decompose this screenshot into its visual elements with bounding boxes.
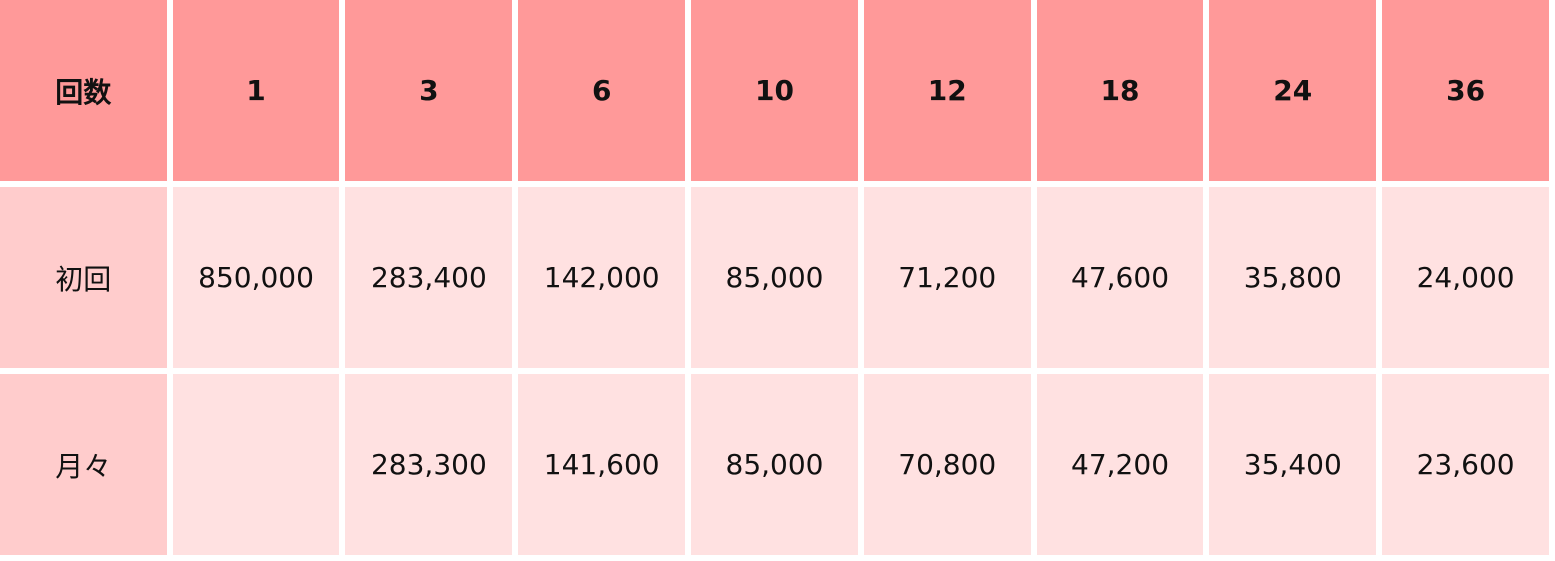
table-cell <box>172 374 340 555</box>
table-cell: 85,000 <box>691 374 858 555</box>
table-row: 初回 850,000 283,400 142,000 85,000 71,200 47,60… <box>0 187 1549 368</box>
header-cell: 3 <box>345 0 513 181</box>
header-cell: 12 <box>863 0 1031 181</box>
table-cell: 70,800 <box>863 374 1031 555</box>
table-cell: 85,000 <box>691 187 858 368</box>
header-cell: 18 <box>1036 0 1204 181</box>
header-cell: 24 <box>1209 0 1377 181</box>
table-cell: 283,300 <box>345 374 513 555</box>
table-cell: 23,600 <box>1382 374 1549 555</box>
table-cell: 850,000 <box>172 187 340 368</box>
table-cell: 142,000 <box>518 187 686 368</box>
table-cell: 141,600 <box>518 374 686 555</box>
table-cell: 283,400 <box>345 187 513 368</box>
table-cell: 71,200 <box>863 187 1031 368</box>
table-cell: 47,200 <box>1036 374 1204 555</box>
table-cell: 24,000 <box>1382 187 1549 368</box>
header-row: 回数 1 3 6 10 12 18 24 36 <box>0 0 1549 181</box>
header-cell: 回数 <box>0 0 167 181</box>
table-cell: 35,800 <box>1209 187 1377 368</box>
header-cell: 6 <box>518 0 686 181</box>
row-label: 初回 <box>0 187 167 368</box>
row-label: 月々 <box>0 374 167 555</box>
header-cell: 1 <box>172 0 340 181</box>
table-row: 月々 283,300 141,600 85,000 70,800 47,200 35,400… <box>0 374 1549 555</box>
table-cell: 35,400 <box>1209 374 1377 555</box>
header-cell: 36 <box>1382 0 1549 181</box>
table-cell: 47,600 <box>1036 187 1204 368</box>
header-cell: 10 <box>691 0 858 181</box>
